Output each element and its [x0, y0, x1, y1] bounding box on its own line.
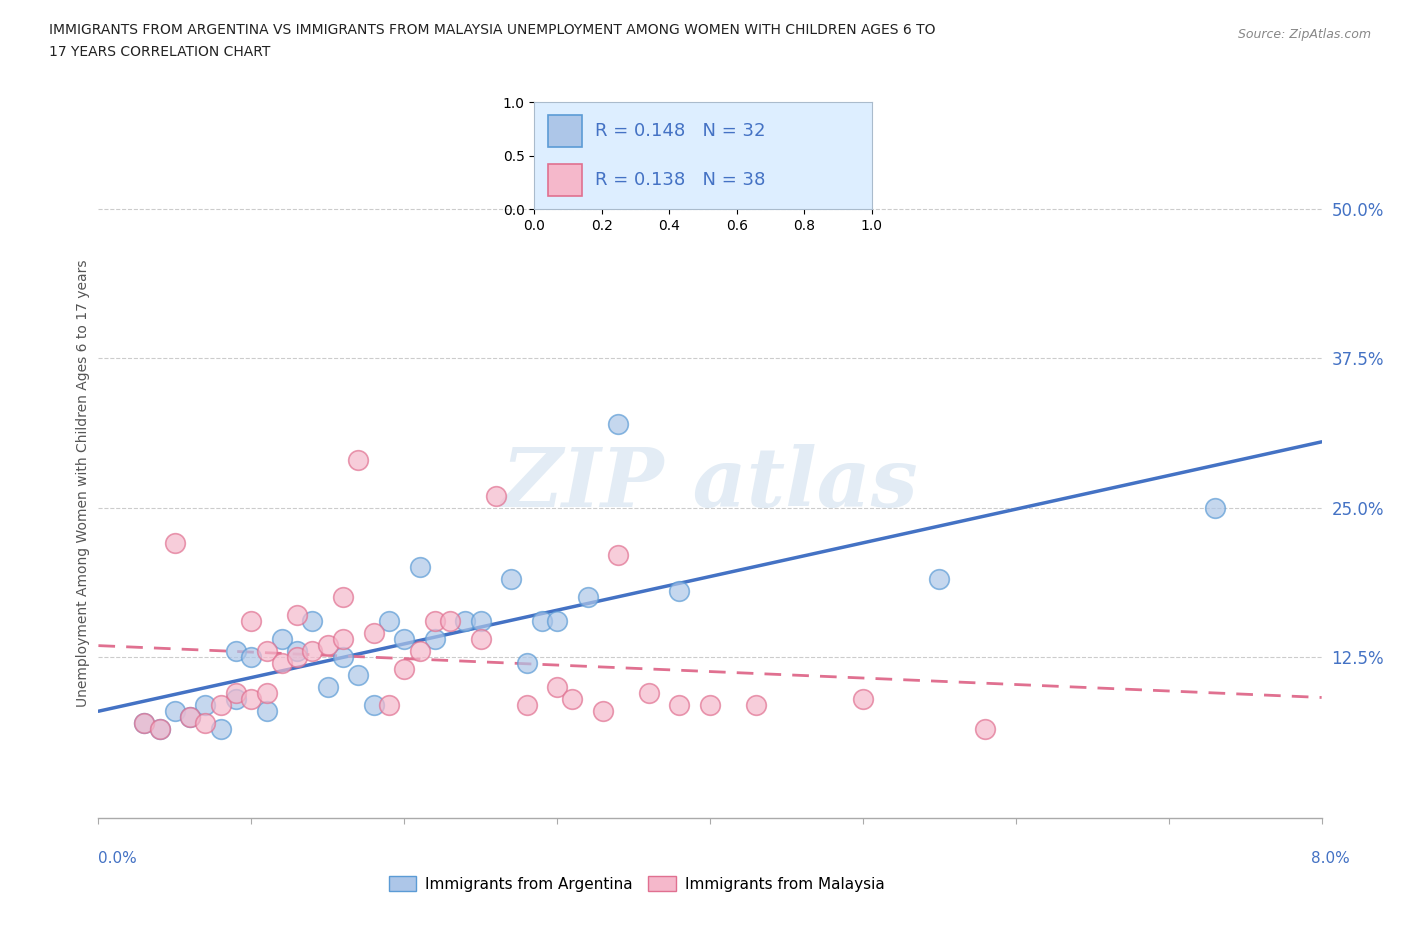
- Point: [363, 698, 385, 712]
- Point: [363, 626, 385, 641]
- Point: [408, 560, 430, 575]
- Point: [149, 722, 172, 737]
- Point: [470, 631, 492, 646]
- Point: [240, 614, 263, 629]
- Point: [576, 590, 599, 604]
- Point: [225, 644, 247, 658]
- Point: [209, 722, 232, 737]
- Point: [332, 631, 354, 646]
- Point: [179, 710, 201, 724]
- Point: [699, 698, 721, 712]
- Point: [516, 698, 538, 712]
- Point: [301, 644, 323, 658]
- Point: [134, 715, 156, 730]
- Point: [392, 661, 416, 676]
- Legend: Immigrants from Argentina, Immigrants from Malaysia: Immigrants from Argentina, Immigrants fr…: [382, 870, 891, 897]
- Point: [163, 703, 186, 718]
- Point: [928, 572, 950, 587]
- FancyBboxPatch shape: [548, 115, 582, 147]
- Point: [546, 614, 568, 629]
- Point: [256, 685, 278, 700]
- Point: [561, 691, 583, 706]
- Point: [668, 698, 690, 712]
- Y-axis label: Unemployment Among Women with Children Ages 6 to 17 years: Unemployment Among Women with Children A…: [76, 259, 90, 708]
- Text: 0.0%: 0.0%: [98, 851, 138, 866]
- Point: [516, 656, 538, 671]
- Point: [607, 548, 630, 563]
- Point: [225, 685, 247, 700]
- Point: [256, 644, 278, 658]
- Point: [134, 715, 156, 730]
- Point: [974, 722, 997, 737]
- Point: [470, 614, 492, 629]
- Text: R = 0.148   N = 32: R = 0.148 N = 32: [595, 122, 765, 140]
- Text: IMMIGRANTS FROM ARGENTINA VS IMMIGRANTS FROM MALAYSIA UNEMPLOYMENT AMONG WOMEN W: IMMIGRANTS FROM ARGENTINA VS IMMIGRANTS …: [49, 23, 936, 37]
- Text: ZIP atlas: ZIP atlas: [502, 444, 918, 524]
- Text: Source: ZipAtlas.com: Source: ZipAtlas.com: [1237, 28, 1371, 41]
- Point: [270, 631, 294, 646]
- Point: [149, 722, 172, 737]
- Point: [347, 452, 370, 467]
- Point: [194, 698, 217, 712]
- Point: [745, 698, 768, 712]
- Point: [530, 614, 553, 629]
- FancyBboxPatch shape: [548, 165, 582, 196]
- Point: [392, 631, 416, 646]
- Point: [256, 703, 278, 718]
- Point: [592, 703, 614, 718]
- Point: [209, 698, 232, 712]
- Point: [501, 572, 523, 587]
- Point: [439, 614, 461, 629]
- Text: 8.0%: 8.0%: [1310, 851, 1350, 866]
- Point: [316, 638, 339, 653]
- Point: [454, 614, 477, 629]
- Point: [378, 698, 401, 712]
- Point: [285, 607, 308, 622]
- Point: [285, 644, 308, 658]
- Point: [668, 584, 690, 599]
- Point: [301, 614, 323, 629]
- Point: [240, 691, 263, 706]
- Point: [408, 644, 430, 658]
- Point: [852, 691, 875, 706]
- Point: [332, 649, 354, 664]
- Point: [485, 488, 508, 503]
- Point: [316, 680, 339, 695]
- Point: [285, 649, 308, 664]
- Point: [270, 656, 294, 671]
- Point: [637, 685, 661, 700]
- Text: 17 YEARS CORRELATION CHART: 17 YEARS CORRELATION CHART: [49, 45, 270, 59]
- Point: [423, 614, 446, 629]
- Point: [194, 715, 217, 730]
- Point: [225, 691, 247, 706]
- Point: [607, 417, 630, 432]
- Point: [179, 710, 201, 724]
- Point: [378, 614, 401, 629]
- Point: [163, 536, 186, 551]
- Point: [240, 649, 263, 664]
- Point: [423, 631, 446, 646]
- Point: [347, 668, 370, 683]
- Point: [546, 680, 568, 695]
- Text: R = 0.138   N = 38: R = 0.138 N = 38: [595, 171, 765, 190]
- Point: [332, 590, 354, 604]
- Point: [1204, 500, 1226, 515]
